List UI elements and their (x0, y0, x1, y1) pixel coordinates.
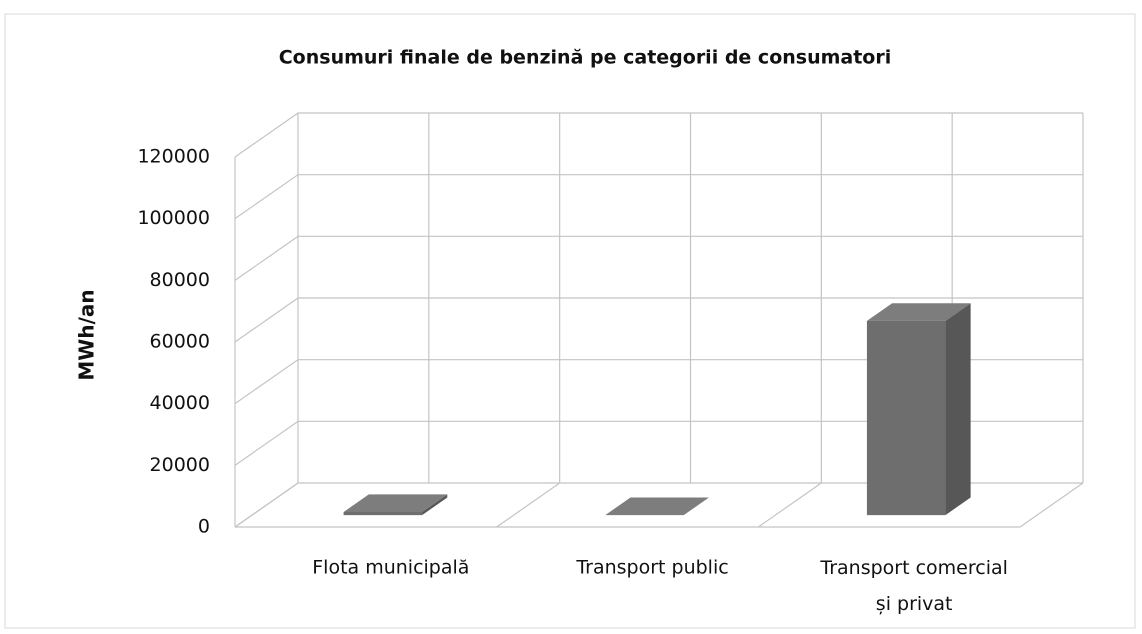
y-tick-label: 0 (198, 516, 210, 538)
y-tick-label: 80000 (150, 269, 210, 291)
x-tick-label: Transport public (575, 557, 728, 579)
bar-top (866, 303, 971, 321)
y-tick-label: 60000 (150, 331, 210, 353)
chart-title: Consumuri finale de benzină pe categorii… (279, 47, 892, 69)
bar-side (422, 494, 448, 516)
bar-front (866, 320, 946, 516)
bar-side (945, 303, 971, 516)
bar-top (605, 497, 709, 516)
y-tick-label: 100000 (137, 207, 210, 229)
bar (343, 494, 448, 516)
x-tick-label: Flota municipală (312, 557, 469, 579)
y-axis-label: MWh/an (75, 289, 99, 380)
floor-line (1019, 482, 1084, 528)
bar-top (343, 494, 448, 513)
floor-line (757, 482, 822, 528)
bar (605, 497, 709, 516)
bar (866, 303, 971, 516)
y-tick-label: 120000 (137, 146, 210, 168)
y-tick-label: 40000 (150, 392, 210, 414)
floor-line (496, 482, 561, 528)
x-tick-label: Transport comercial și privat (819, 557, 1008, 615)
bar-front (343, 512, 423, 516)
y-tick-label: 20000 (150, 454, 210, 476)
floor-line (234, 482, 299, 528)
